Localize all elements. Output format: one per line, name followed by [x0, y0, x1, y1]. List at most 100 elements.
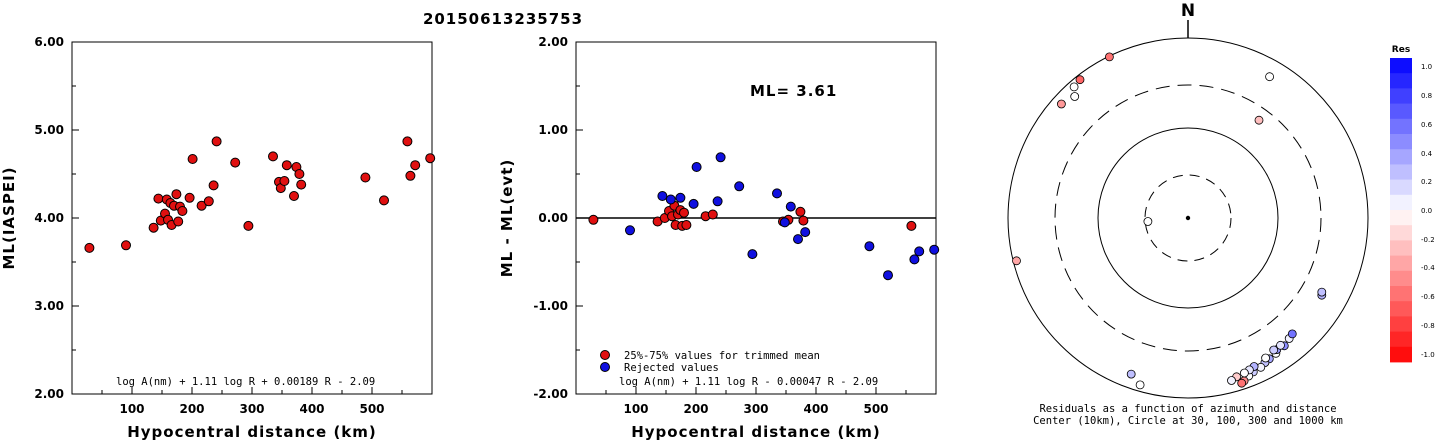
residual-point: [1240, 368, 1249, 378]
colorbar-cell: [1390, 316, 1412, 332]
colorbar-cell: [1390, 225, 1412, 241]
colorbar-cell: [1390, 164, 1412, 180]
rejected-point: [864, 241, 875, 252]
trimmed-point: [679, 207, 689, 218]
left-y-tick-label: 2.00: [34, 387, 64, 401]
station-point: [296, 179, 307, 190]
station-point: [405, 170, 416, 181]
legend-label-rejected: Rejected values: [624, 362, 719, 374]
rejected-point: [914, 246, 925, 257]
residual-point: [1265, 72, 1274, 82]
left-x-tick-label: 200: [179, 402, 204, 416]
residual-point: [1070, 92, 1080, 101]
station-point: [279, 176, 290, 186]
colorbar: Res 1.0 0.8 0.6 0.4 0.2 0.0 -0.2 -0.4 -0…: [1390, 45, 1435, 363]
left-x-ticks: 100 200 300 400 500: [119, 402, 384, 416]
middle-y-tick-label: 1.00: [538, 123, 568, 137]
colorbar-cell: [1390, 118, 1412, 135]
middle-x-axis-label: Hypocentral distance (km): [631, 423, 881, 441]
left-x-axis-label: Hypocentral distance (km): [127, 423, 377, 441]
rejected-point: [772, 188, 782, 199]
middle-y-tick-label: -1.00: [533, 299, 568, 313]
colorbar-cells: [1390, 58, 1412, 363]
rejected-point: [691, 162, 702, 172]
colorbar-tick-label: 0.8: [1421, 92, 1432, 100]
colorbar-tick-label: -1.0: [1421, 351, 1435, 359]
station-point: [153, 193, 164, 204]
left-y-ticks: 2.00 3.00 4.00 5.00 6.00: [34, 35, 64, 401]
residual-point: [1075, 75, 1085, 85]
circle-1000km: [1007, 37, 1369, 399]
colorbar-cell: [1390, 88, 1412, 104]
station-point: [148, 222, 159, 233]
colorbar-tick-label: -0.6: [1421, 293, 1435, 301]
rejected-point: [909, 254, 920, 265]
station-point: [294, 169, 305, 179]
left-y-axis-label: ML(IASPEI): [0, 166, 18, 269]
trimmed-point: [906, 220, 917, 231]
station-point: [243, 220, 254, 231]
station-point: [268, 151, 278, 162]
colorbar-cell: [1390, 286, 1412, 302]
middle-x-tick-label: 300: [743, 402, 768, 416]
circle-30km: [1144, 174, 1232, 262]
rejected-point: [665, 194, 676, 205]
station-point: [402, 136, 413, 147]
middle-x-ticks: 100 200 300 400 500: [623, 402, 888, 416]
trimmed-point: [795, 206, 806, 217]
rejected-point: [715, 152, 726, 163]
left-plot: 2.00 3.00 4.00 5.00 6.00 100 200 300 400…: [0, 35, 436, 441]
colorbar-tick-label: 1.0: [1421, 63, 1432, 71]
colorbar-cell: [1390, 73, 1412, 89]
colorbar-cell: [1390, 301, 1412, 317]
middle-y-tick-label: -2.00: [533, 387, 568, 401]
legend-marker-trimmed: [600, 350, 610, 360]
rejected-point: [929, 244, 940, 255]
middle-points: [588, 152, 940, 281]
rejected-point: [785, 201, 796, 212]
station-point: [196, 200, 207, 211]
residual-point: [1227, 376, 1236, 385]
middle-y-axis-label: ML - ML(evt): [498, 159, 516, 277]
rejected-point: [712, 196, 723, 207]
colorbar-cell: [1390, 240, 1412, 256]
left-y-tick-label: 4.00: [34, 211, 64, 225]
rejected-point: [688, 198, 699, 209]
left-x-tick-label: 500: [359, 402, 384, 416]
residual-point: [1126, 369, 1136, 379]
station-point: [211, 136, 222, 147]
middle-x-tick-label: 200: [683, 402, 708, 416]
left-y-tick-label: 6.00: [34, 35, 64, 49]
residual-point: [1269, 345, 1279, 355]
left-x-tick-label: 300: [239, 402, 264, 416]
rejected-point: [883, 270, 893, 281]
residual-point: [1012, 256, 1021, 266]
middle-y-tick-label: 2.00: [538, 35, 568, 49]
station-point: [410, 160, 421, 171]
trimmed-point: [707, 209, 718, 220]
left-tick-marks: [72, 85, 403, 394]
polar-plot: N Residuals as a function of azimuth and…: [1007, 1, 1369, 427]
station-point: [208, 180, 219, 191]
station-point: [171, 189, 182, 200]
station-point: [203, 196, 214, 207]
polar-points: [1012, 52, 1327, 390]
middle-x-tick-label: 100: [623, 402, 648, 416]
ml-value-label: ML= 3.61: [750, 82, 837, 100]
colorbar-tick-label: -0.8: [1421, 322, 1435, 330]
colorbar-cell: [1390, 210, 1412, 226]
station-point: [187, 154, 198, 164]
legend: 25%-75% values for trimmed mean Rejected…: [600, 350, 820, 374]
left-formula: log A(nm) + 1.11 log R + 0.00189 R - 2.0…: [116, 376, 375, 388]
rejected-point: [747, 249, 758, 260]
residual-point: [1261, 353, 1270, 363]
station-point: [84, 242, 95, 253]
polar-caption-line2: Center (10km), Circle at 30, 100, 300 an…: [1033, 415, 1343, 427]
polar-caption-line1: Residuals as a function of azimuth and d…: [1039, 403, 1336, 415]
middle-formula: log A(nm) + 1.11 log R - 0.00047 R - 2.0…: [619, 376, 878, 388]
colorbar-cell: [1390, 103, 1412, 120]
middle-x-tick-label: 400: [803, 402, 828, 416]
north-label: N: [1181, 1, 1195, 21]
station-point: [230, 157, 241, 168]
residual-point: [1057, 99, 1066, 109]
